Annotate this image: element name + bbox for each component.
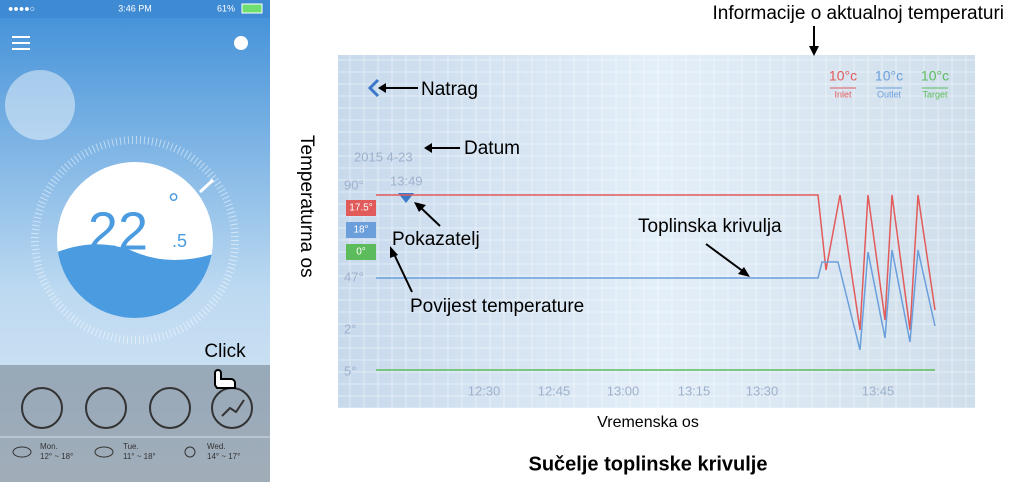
status-battery: 61% [217, 3, 235, 13]
back-button[interactable] [367, 78, 380, 98]
x-label: 12:45 [538, 383, 571, 398]
status-signal: ●●●●○ [8, 3, 35, 13]
sun-icon [184, 446, 196, 458]
reading-label: Outlet [877, 89, 902, 99]
badge-outlet [346, 222, 376, 238]
badge-target [346, 244, 376, 260]
forecast-day: Wed. [207, 442, 226, 451]
badge-inlet [346, 200, 376, 216]
screen-grid [338, 55, 975, 408]
x-axis-annotation: Vremenska os [597, 414, 699, 431]
current-info-annotation: Informacije o aktualnoj temperaturi [713, 3, 1004, 24]
cursor-time: 13:49 [390, 173, 423, 188]
reading-label: Inlet [834, 89, 852, 99]
click-hint: Click [204, 341, 246, 362]
annotations: Informacije o aktualnoj temperaturi Natr… [378, 3, 1004, 475]
reading-label: Target [922, 89, 948, 99]
x-label: 12:30 [468, 383, 501, 398]
badge-text: 17.5° [349, 203, 372, 214]
temp-fraction: .5 [172, 231, 187, 251]
forecast-day: Tue. [123, 442, 139, 451]
curve-screen: 2015 4-23 13:49 10°c Inlet 10°c Outlet 1… [338, 55, 975, 408]
settings-button[interactable] [234, 36, 248, 50]
curve-annotation: Toplinska krivulja [638, 216, 782, 237]
badge-text: 18° [353, 225, 368, 236]
forecast-range: 14° ~ 17° [207, 452, 240, 461]
menu-button[interactable] [12, 36, 30, 50]
x-label: 13:30 [746, 383, 779, 398]
timer-button[interactable] [149, 387, 191, 429]
forecast-day: Mon. [40, 442, 58, 451]
dial-pointer [198, 178, 215, 194]
badge-text: 0° [356, 247, 366, 258]
y-label: 47° [344, 269, 364, 284]
curve-icon [221, 399, 245, 417]
date: 2015 4-23 [354, 149, 413, 164]
dial [31, 136, 239, 344]
y-label: 2° [344, 321, 356, 336]
outlet-curve [376, 249, 936, 351]
forecast-range: 12° ~ 18° [40, 452, 73, 461]
status-time: 3:46 PM [118, 3, 152, 13]
caption: Sučelje toplinske krivulje [529, 453, 768, 475]
hand-icon [214, 369, 236, 389]
battery-icon [241, 3, 263, 14]
reading-value: 10°c [875, 68, 903, 84]
cloud-icon [12, 446, 32, 458]
y-axis-annotation: Temperaturna os [296, 135, 317, 278]
sun [5, 70, 75, 140]
status-bar [0, 0, 270, 18]
power-button[interactable] [85, 387, 127, 429]
reading-value: 10°c [921, 68, 949, 84]
date-annotation: Datum [464, 138, 520, 159]
phone: ●●●●○ 3:46 PM 61% 22 ° .5 Click Mon. 12°… [0, 0, 270, 482]
x-label: 13:45 [862, 383, 895, 398]
back-annotation: Natrag [421, 79, 478, 100]
cloud-icon [94, 446, 114, 458]
y-label: 90° [344, 177, 364, 192]
y-label: 5° [344, 363, 356, 378]
reading-value: 10°c [829, 68, 857, 84]
forecast: Mon. 12° ~ 18° Tue. 11° ~ 18° Wed. 14° ~… [12, 442, 240, 461]
forecast-range: 11° ~ 18° [123, 452, 156, 461]
inlet-curve [376, 194, 936, 331]
x-label: 13:00 [607, 383, 640, 398]
temp-degree: ° [168, 187, 179, 218]
indicator-annotation: Pokazatelj [392, 229, 480, 250]
temp-whole: 22 [88, 201, 148, 261]
flame-button[interactable] [21, 387, 63, 429]
history-annotation: Povijest temperature [410, 296, 584, 317]
x-label: 13:15 [678, 383, 711, 398]
